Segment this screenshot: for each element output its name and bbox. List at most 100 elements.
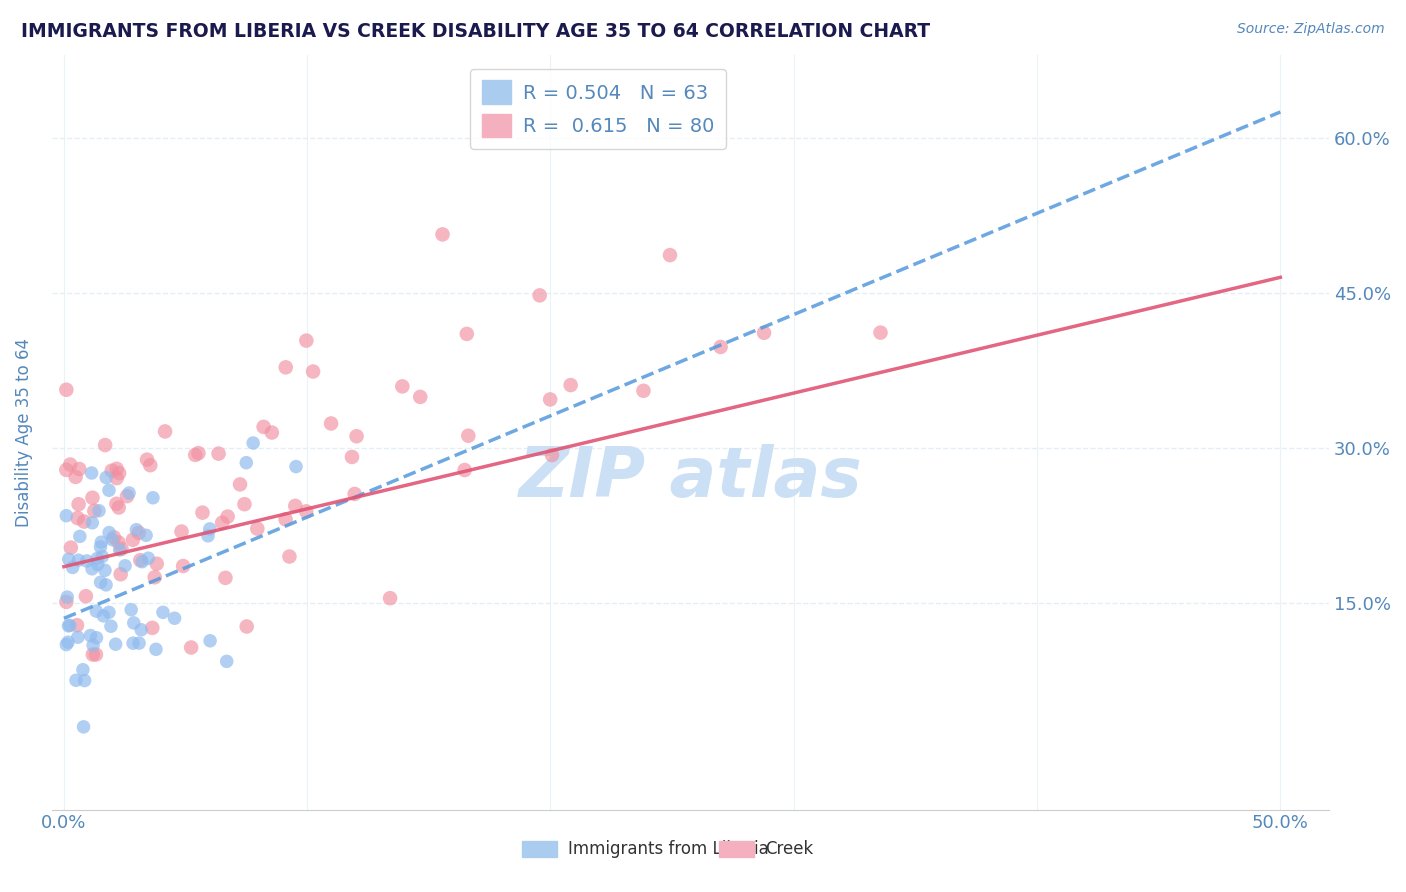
Point — [55, 595, 77, 609]
Point — [278, 549, 301, 564]
Point — [65, 673, 87, 688]
Point — [110, 567, 132, 582]
Point — [58, 552, 80, 566]
Point — [55, 463, 77, 477]
Point — [242, 436, 264, 450]
Point — [541, 448, 564, 462]
Point — [285, 459, 308, 474]
Point — [409, 390, 432, 404]
Point — [108, 466, 131, 480]
Point — [107, 500, 129, 515]
Point — [235, 456, 257, 470]
Point — [229, 477, 252, 491]
Point — [163, 611, 186, 625]
Text: ZIP atlas: ZIP atlas — [519, 444, 862, 511]
Point — [659, 248, 682, 262]
Point — [456, 326, 478, 341]
Point — [145, 557, 167, 571]
Point — [141, 621, 163, 635]
Point — [105, 462, 128, 476]
Point — [83, 504, 105, 518]
Point — [529, 288, 551, 302]
Point — [128, 525, 150, 540]
Point — [103, 530, 125, 544]
Point — [118, 486, 141, 500]
Point — [217, 509, 239, 524]
Point — [560, 378, 582, 392]
Point — [135, 528, 157, 542]
Point — [91, 549, 114, 564]
Point — [67, 497, 90, 511]
Point — [260, 425, 283, 440]
Point — [86, 551, 108, 566]
Point — [125, 523, 148, 537]
Point — [82, 648, 104, 662]
Point — [104, 637, 127, 651]
Text: IMMIGRANTS FROM LIBERIA VS CREEK DISABILITY AGE 35 TO 64 CORRELATION CHART: IMMIGRANTS FROM LIBERIA VS CREEK DISABIL… — [21, 22, 931, 41]
Point — [66, 618, 89, 632]
Point — [253, 420, 276, 434]
Point — [56, 590, 79, 604]
Point — [122, 615, 145, 630]
Point — [96, 470, 118, 484]
Point — [197, 529, 219, 543]
Point — [114, 558, 136, 573]
Text: Creek: Creek — [765, 839, 813, 858]
Point — [73, 515, 96, 529]
Point — [752, 326, 775, 340]
Point — [80, 562, 103, 576]
Point — [207, 447, 229, 461]
Point — [129, 553, 152, 567]
Point — [59, 541, 82, 555]
Point — [56, 635, 79, 649]
Point — [170, 524, 193, 539]
Point — [105, 497, 128, 511]
Legend: R = 0.504   N = 63, R =  0.615   N = 80: R = 0.504 N = 63, R = 0.615 N = 80 — [470, 69, 725, 149]
Point — [215, 654, 238, 668]
Point — [214, 571, 236, 585]
Point — [139, 458, 162, 473]
Point — [75, 589, 97, 603]
Point — [80, 466, 103, 480]
Point — [453, 463, 475, 477]
Point — [246, 522, 269, 536]
Point — [115, 489, 138, 503]
Point — [633, 384, 655, 398]
Point — [211, 516, 233, 530]
Point — [143, 570, 166, 584]
Point — [72, 663, 94, 677]
Point — [108, 543, 131, 558]
Point — [90, 535, 112, 549]
Point — [131, 555, 153, 569]
Point — [120, 603, 142, 617]
Point — [84, 648, 107, 662]
Point — [86, 604, 108, 618]
Point — [110, 541, 132, 556]
Point — [235, 619, 257, 633]
Point — [191, 506, 214, 520]
Text: Source: ZipAtlas.com: Source: ZipAtlas.com — [1237, 22, 1385, 37]
Point — [55, 383, 77, 397]
Point — [274, 360, 297, 375]
Point — [59, 618, 82, 632]
Point — [94, 438, 117, 452]
Point — [538, 392, 561, 407]
Point — [184, 448, 207, 462]
Point — [97, 605, 120, 619]
Point — [274, 512, 297, 526]
Point — [89, 540, 111, 554]
Point — [59, 458, 82, 472]
Point — [90, 575, 112, 590]
Point — [187, 446, 209, 460]
Point — [302, 364, 325, 378]
Point — [67, 553, 90, 567]
Point — [122, 636, 145, 650]
Point — [136, 452, 159, 467]
Point — [94, 578, 117, 592]
Point — [295, 504, 318, 518]
Point — [55, 508, 77, 523]
Point — [98, 525, 121, 540]
Text: Immigrants from Liberia: Immigrants from Liberia — [568, 839, 769, 858]
Point — [432, 227, 454, 242]
Point — [105, 471, 128, 485]
